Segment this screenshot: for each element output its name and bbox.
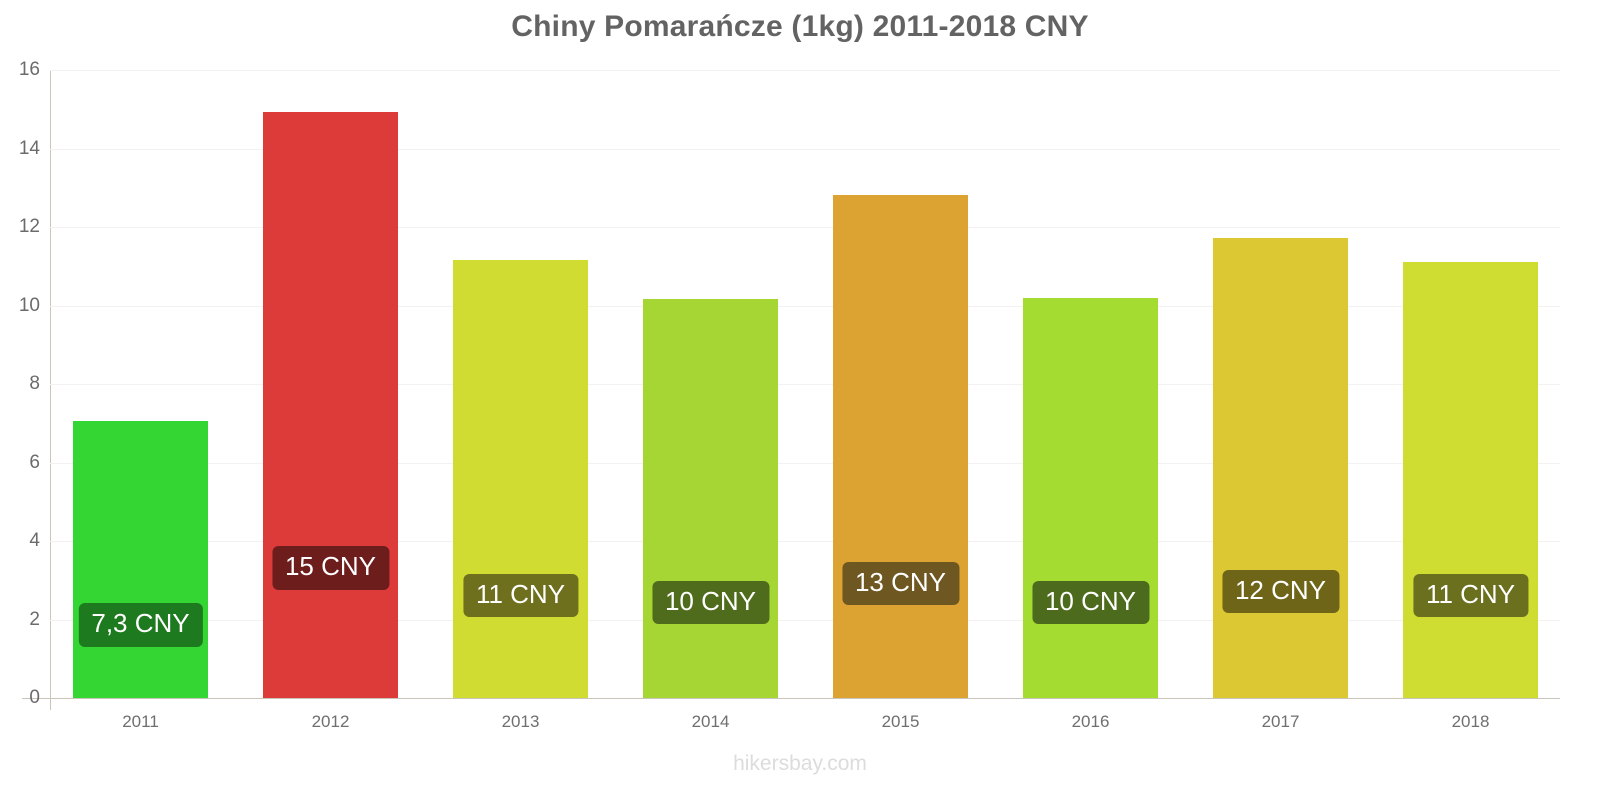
x-axis-line xyxy=(22,698,1560,699)
y-axis-tick-label: 10 xyxy=(18,294,40,316)
x-axis-tick-label: 2014 xyxy=(691,712,730,731)
bar-value-label: 11 CNY xyxy=(1412,573,1529,618)
bar-value-label: 7,3 CNY xyxy=(78,603,203,647)
bar-value-label: 15 CNY xyxy=(271,546,390,590)
plot-area: 7,3 CNY 15 CNY 11 CNY 10 CNY 13 CNY 10 CNY 12 … xyxy=(50,70,1560,698)
x-axis-tick-label: 2016 xyxy=(1071,712,1110,731)
x-axis-tick-label: 2015 xyxy=(881,712,920,731)
bar-value-label: 10 CNY xyxy=(1031,580,1150,624)
bar[interactable]: 11 CNY xyxy=(1403,261,1538,698)
x-axis-tick-label: 2013 xyxy=(501,712,540,731)
y-axis-tick-label: 6 xyxy=(29,451,40,473)
gridline xyxy=(50,227,1560,228)
bar[interactable]: 10 CNY xyxy=(643,298,778,698)
x-axis-tick-label: 2012 xyxy=(311,712,350,731)
y-axis-line xyxy=(50,70,51,710)
gridline xyxy=(50,619,1560,621)
x-axis-tick-label: 2018 xyxy=(1451,712,1490,731)
bar-value-label: 10 CNY xyxy=(651,580,770,625)
gridline xyxy=(50,384,1560,385)
bar-value-label: 13 CNY xyxy=(841,561,960,605)
bar[interactable]: 10 CNY xyxy=(1023,297,1158,698)
gridline xyxy=(50,462,1560,464)
gridline xyxy=(50,541,1560,542)
bar[interactable]: 11 CNY xyxy=(453,259,588,698)
bar[interactable]: 12 CNY xyxy=(1213,238,1348,698)
y-axis-tick-label: 4 xyxy=(29,530,40,551)
y-axis-tick-label: 8 xyxy=(29,373,40,394)
y-axis-tick-label: 16 xyxy=(18,59,40,80)
y-axis-tick-label: 14 xyxy=(18,137,40,159)
bar-value-label: 12 CNY xyxy=(1221,569,1340,613)
gridline xyxy=(50,70,1560,71)
x-axis-tick-label: 2017 xyxy=(1261,712,1300,731)
chart-title: Chiny Pomarańcze (1kg) 2011-2018 CNY xyxy=(511,10,1089,43)
y-axis-tick-label: 12 xyxy=(18,216,40,237)
bar[interactable]: 15 CNY xyxy=(263,112,398,698)
footer-credit: hikersbay.com xyxy=(733,752,867,775)
bar[interactable]: 7,3 CNY xyxy=(73,420,208,698)
x-axis-tick-label: 2011 xyxy=(122,712,159,731)
y-axis-tick-label: 0 xyxy=(29,687,40,708)
bar[interactable]: 13 CNY xyxy=(833,195,968,698)
gridline xyxy=(50,305,1560,307)
gridline xyxy=(50,148,1560,150)
y-axis-tick-label: 2 xyxy=(29,608,40,630)
bar-value-label: 11 CNY xyxy=(462,573,579,617)
